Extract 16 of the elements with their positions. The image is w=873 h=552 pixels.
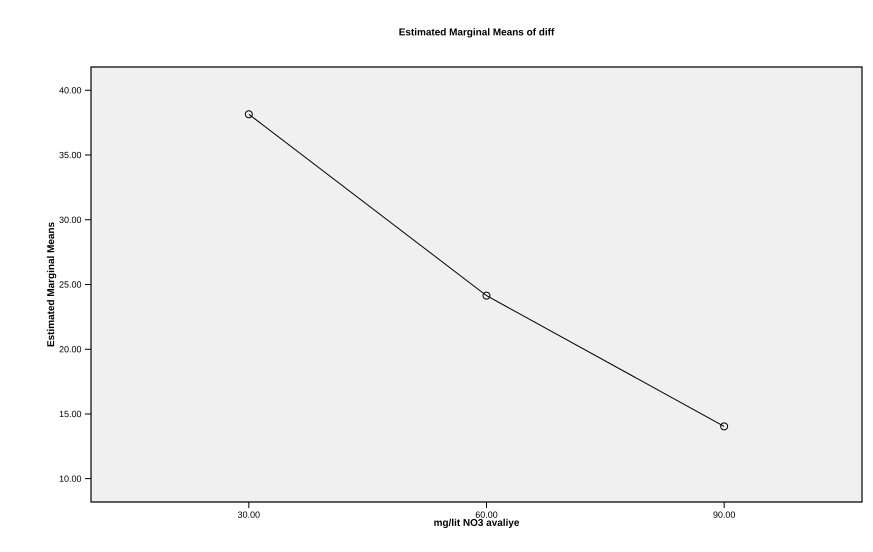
y-tick-label: 10.00 xyxy=(60,476,82,482)
chart-title: Estimated Marginal Means of diff xyxy=(399,28,554,38)
y-axis-title: Estimated Marginal Means xyxy=(46,222,56,346)
x-tick-label: 60.00 xyxy=(476,512,498,518)
y-tick-label: 30.00 xyxy=(59,216,82,223)
point xyxy=(720,422,728,430)
x-tick-label: 30.00 xyxy=(238,512,260,518)
point xyxy=(244,110,253,118)
y-tick-label: 25.00 xyxy=(60,281,82,288)
x-axis-title: mg/lit NO3 avaliye xyxy=(434,518,520,528)
y-tick-label: 20.00 xyxy=(60,346,82,352)
x-tick-label: 90.00 xyxy=(713,512,736,518)
y-tick-label: 35.00 xyxy=(59,152,82,158)
point xyxy=(482,292,490,300)
y-tick-label: 40.00 xyxy=(59,87,82,94)
y-tick-label: 15.00 xyxy=(60,410,82,418)
